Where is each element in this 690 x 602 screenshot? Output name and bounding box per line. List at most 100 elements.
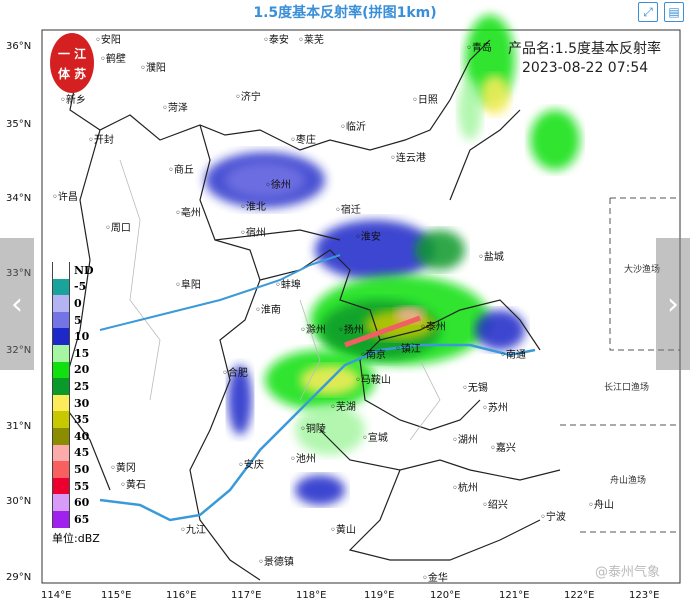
city-label: ◦亳州 xyxy=(175,206,201,219)
city-label: ◦宿迁 xyxy=(335,203,361,216)
legend-label: 30 xyxy=(74,396,90,410)
city-label: ◦济宁 xyxy=(235,90,261,103)
watermark: @泰州气象 xyxy=(595,564,660,580)
legend-item: 35 xyxy=(52,411,100,428)
lon-tick: 116°E xyxy=(166,590,196,601)
lon-tick: 114°E xyxy=(41,590,71,601)
legend-label: 10 xyxy=(74,330,90,344)
city-label: ◦嘉兴 xyxy=(490,441,516,454)
city-label: ◦滁州 xyxy=(300,323,326,336)
legend-item: 5 xyxy=(52,311,100,329)
city-label: ◦枣庄 xyxy=(290,133,316,146)
lat-tick: 31°N xyxy=(6,421,31,432)
yangtze-river xyxy=(99,343,536,522)
legend-swatch xyxy=(52,411,70,428)
city-label: ◦黄冈 xyxy=(110,461,136,474)
echo-blob xyxy=(225,162,305,198)
legend-swatch xyxy=(52,311,70,329)
legend-item: 45 xyxy=(52,444,100,462)
lat-tick: 35°N xyxy=(6,119,31,130)
svg-text:体 苏: 体 苏 xyxy=(58,66,86,81)
legend-swatch xyxy=(52,378,70,395)
lon-tick: 121°E xyxy=(499,590,529,601)
lon-tick: 118°E xyxy=(296,590,326,601)
city-label: ◦安庆 xyxy=(238,458,264,471)
legend-item: -5 xyxy=(52,278,100,296)
city-label: ◦镇江 xyxy=(395,342,421,355)
city-label: ◦许昌 xyxy=(52,191,78,203)
legend-label: 50 xyxy=(74,462,90,476)
legend-swatch xyxy=(52,427,70,445)
legend-label: 60 xyxy=(74,496,90,510)
legend-item: 40 xyxy=(52,427,100,445)
city-label: ◦铜陵 xyxy=(300,423,326,435)
lon-tick: 119°E xyxy=(364,590,394,601)
lon-tick: 115°E xyxy=(101,590,131,601)
legend-item: 20 xyxy=(52,361,100,379)
city-label: ◦商丘 xyxy=(168,163,194,176)
logo: 一 江体 苏 xyxy=(50,33,94,93)
legend-label: 35 xyxy=(74,413,90,427)
city-label: ◦金华 xyxy=(422,571,448,584)
city-label: ◦安阳 xyxy=(95,33,121,46)
city-label: ◦景德镇 xyxy=(258,555,294,568)
legend-label: 55 xyxy=(74,479,90,493)
lat-tick: 32°N xyxy=(6,345,31,356)
prev-arrow-button[interactable]: ‹ xyxy=(0,238,34,370)
city-label: ◦徐州 xyxy=(265,178,291,191)
product-time: 2023-08-22 07:54 xyxy=(522,60,649,76)
legend-item: 10 xyxy=(52,328,100,345)
echo-blob xyxy=(458,80,482,140)
legend-label: 65 xyxy=(74,512,90,526)
save-icon[interactable]: ▤ xyxy=(664,2,684,22)
city-label: ◦淮南 xyxy=(255,303,281,316)
legend-item: 25 xyxy=(52,378,100,395)
echo-arrow xyxy=(344,315,421,348)
product-name: 产品名:1.5度基本反射率 xyxy=(508,41,661,57)
sea-area-label: 大沙渔场 xyxy=(624,263,660,275)
echo-blob xyxy=(480,75,510,115)
city-label: ◦新乡 xyxy=(60,93,86,106)
fishing-zone-lines xyxy=(560,197,680,533)
echo-blob xyxy=(295,405,365,455)
legend-swatch xyxy=(52,477,70,495)
page-title: 1.5度基本反射率(拼图1km) xyxy=(253,5,437,21)
sea-area-label: 舟山渔场 xyxy=(610,474,646,486)
lat-tick: 34°N xyxy=(6,193,31,204)
city-label: ◦黄山 xyxy=(330,523,356,536)
sea-area-label: 长江口渔场 xyxy=(604,381,649,393)
legend-swatch xyxy=(52,510,70,528)
city-label: ◦九江 xyxy=(180,524,206,536)
expand-icon[interactable]: ⤢ xyxy=(638,2,658,22)
echo-blob xyxy=(475,310,525,350)
legend-label: 20 xyxy=(74,363,90,377)
legend-label: 45 xyxy=(74,446,90,460)
city-label: ◦黄石 xyxy=(120,478,146,491)
lat-tick: 36°N xyxy=(6,41,31,52)
lon-tick: 120°E xyxy=(430,590,460,601)
huai-river xyxy=(99,254,341,331)
city-label: ◦泰州 xyxy=(420,320,446,333)
legend-swatch xyxy=(52,328,70,345)
city-label: ◦南京 xyxy=(360,348,386,361)
legend-item: 55 xyxy=(52,477,100,495)
city-label: ◦舟山 xyxy=(588,498,614,511)
city-label: ◦淮安 xyxy=(355,230,381,243)
city-label: ◦淮北 xyxy=(240,201,266,213)
echo-blob xyxy=(530,110,580,170)
city-label: ◦无锡 xyxy=(462,381,488,394)
city-label: ◦濮阳 xyxy=(140,61,166,74)
city-label: ◦盐城 xyxy=(478,250,504,263)
next-arrow-button[interactable]: › xyxy=(656,238,690,370)
city-label: ◦日照 xyxy=(412,94,438,106)
city-label: ◦宣城 xyxy=(362,431,388,444)
city-label: ◦湖州 xyxy=(452,434,478,446)
legend-item: 65 xyxy=(52,510,100,528)
city-label: ◦临沂 xyxy=(340,120,366,133)
echo-blob xyxy=(295,475,345,505)
city-label: ◦莱芜 xyxy=(298,33,324,46)
lat-tick: 33°N xyxy=(6,268,31,279)
city-label: ◦开封 xyxy=(88,133,114,146)
legend-unit: 单位:dBZ xyxy=(52,531,100,545)
